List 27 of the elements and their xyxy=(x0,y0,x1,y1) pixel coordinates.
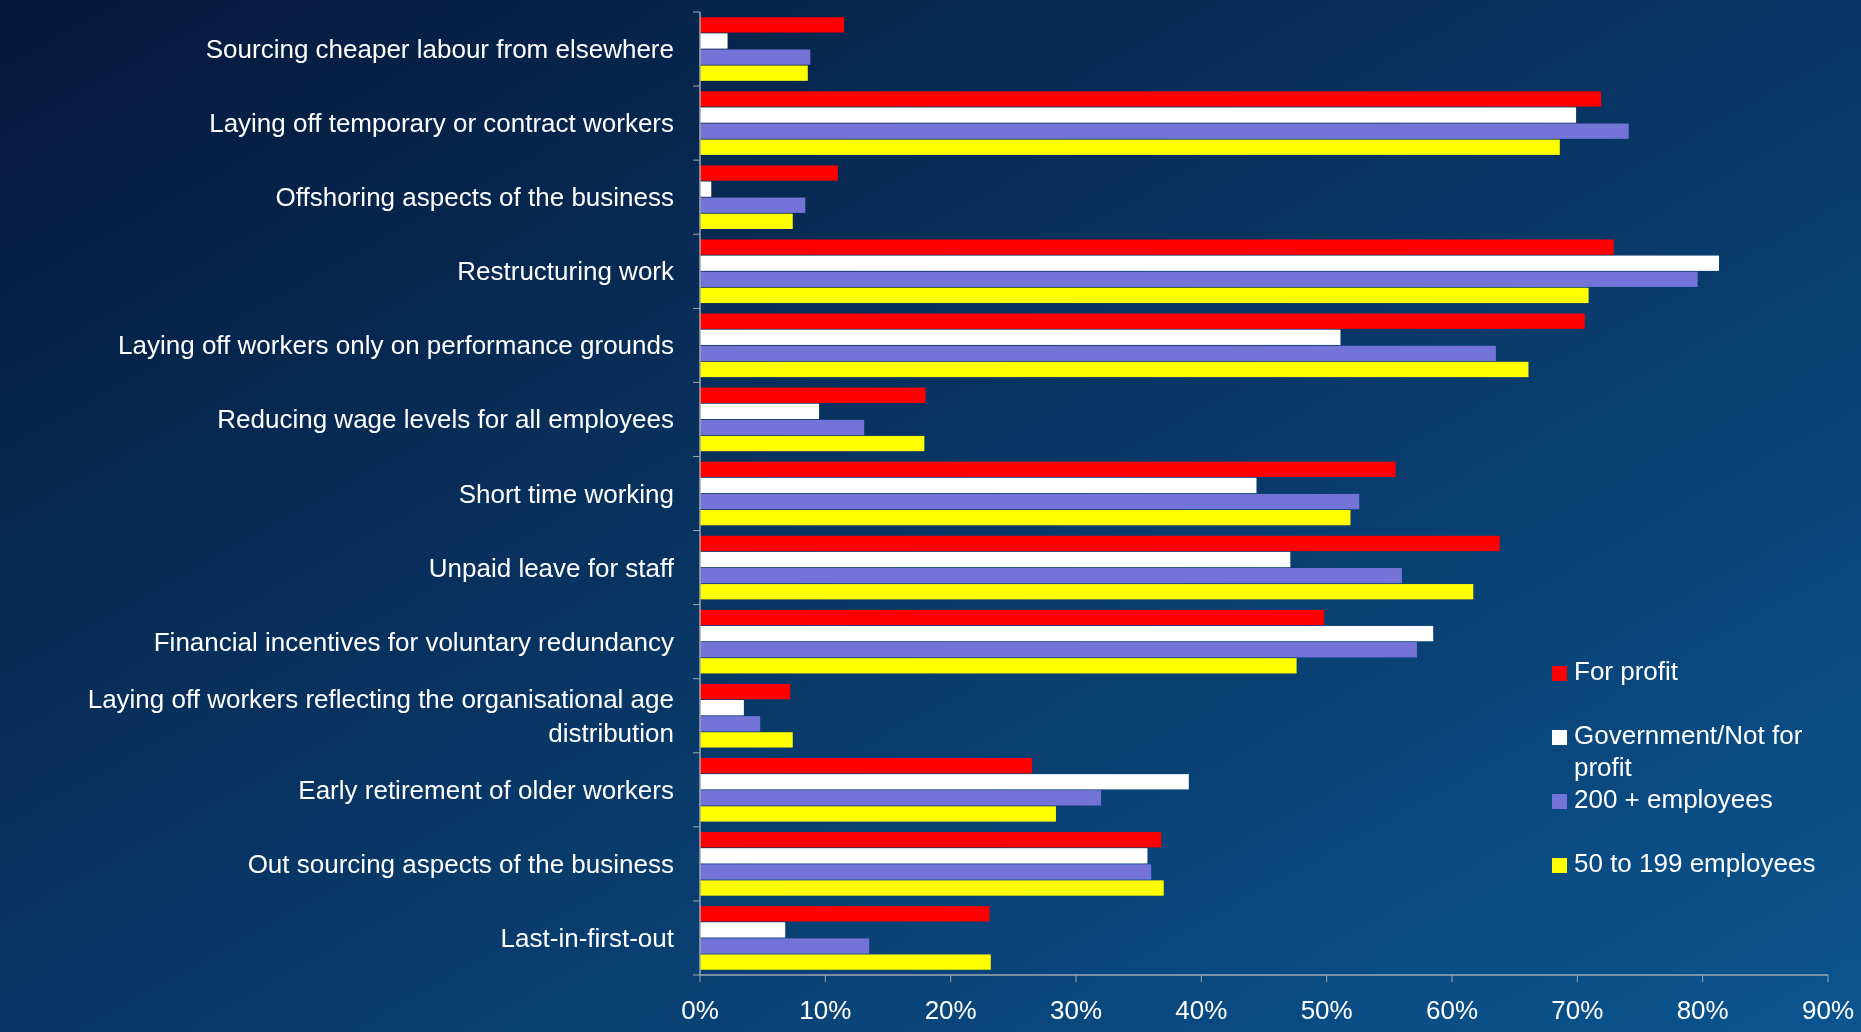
y-tick-label: Short time working xyxy=(458,478,674,509)
x-tick-label: 80% xyxy=(1676,995,1729,1025)
y-tick-label: Reducing wage levels for all employees xyxy=(217,404,674,435)
y-tick-label: Early retirement of older workers xyxy=(298,774,674,805)
legend-label: For profit xyxy=(1574,656,1679,686)
y-tick-label: Offshoring aspects of the business xyxy=(275,182,674,213)
legend-label: 50 to 199 employees xyxy=(1574,848,1816,878)
x-tick-label: 0% xyxy=(681,995,719,1025)
y-tick-label: Unpaid leave for staff xyxy=(428,552,675,583)
x-tick-label: 30% xyxy=(1049,995,1103,1025)
x-tick-label: 60% xyxy=(1425,995,1479,1025)
y-tick-label: Sourcing cheaper labour from elsewhere xyxy=(205,34,674,65)
y-tick-label: Last-in-first-out xyxy=(500,922,675,953)
x-tick-label: 70% xyxy=(1551,995,1604,1025)
x-tick-label: 10% xyxy=(799,995,852,1025)
y-tick-label: Laying off workers reflecting the organisational age distribution xyxy=(87,683,674,748)
x-tick-label: 90% xyxy=(1801,995,1855,1025)
x-tick-label: 40% xyxy=(1175,995,1228,1025)
y-tick-label: Laying off temporary or contract workers xyxy=(209,108,674,139)
y-tick-label: Restructuring work xyxy=(457,256,675,287)
x-tick-label: 20% xyxy=(924,995,977,1025)
y-tick-label: Financial incentives for voluntary redundancy xyxy=(153,626,674,657)
y-tick-label: Laying off workers only on performance grounds xyxy=(118,330,674,361)
legend-label: 200 + employees xyxy=(1574,784,1773,814)
y-tick-label: Out sourcing aspects of the business xyxy=(247,848,674,879)
legend-label: Government/Not for profit xyxy=(1574,720,1803,782)
x-tick-label: 50% xyxy=(1300,995,1353,1025)
